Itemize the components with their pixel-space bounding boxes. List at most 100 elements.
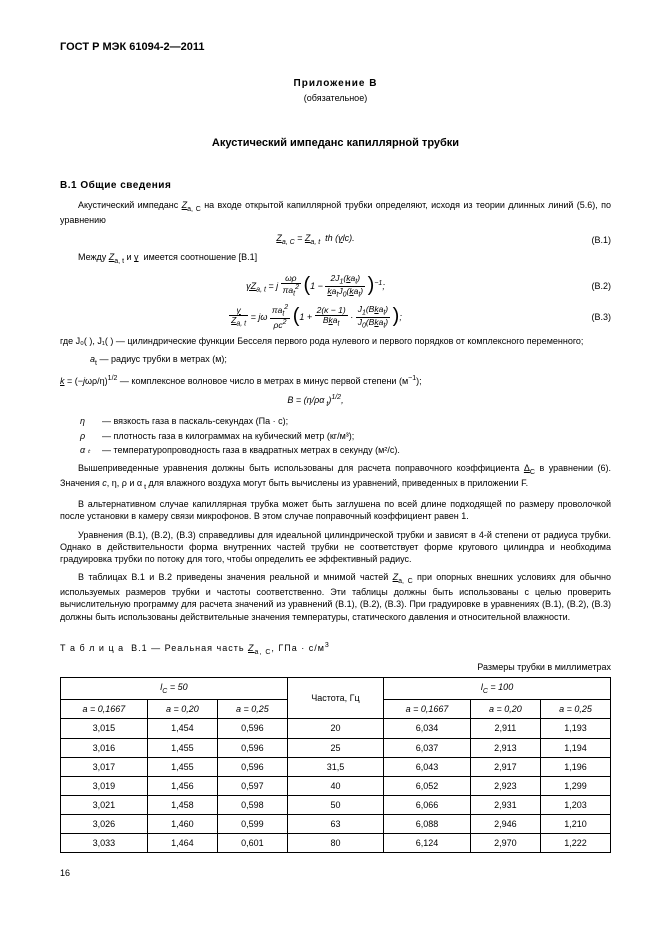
table-cell: 6,037 (384, 738, 471, 757)
table-cell: 25 (287, 738, 383, 757)
col-a2b: a = 0,20 (470, 700, 540, 719)
equation-B: B = (η/ρα t)1/2, (60, 393, 611, 409)
table-cell: 3,016 (61, 738, 148, 757)
para-6: В таблицах В.1 и В.2 приведены значения … (60, 571, 611, 623)
eq-num-b3: (B.3) (571, 311, 611, 323)
para-3: Вышеприведенные уравнения должны быть ис… (60, 462, 611, 492)
table-cell: 31,5 (287, 757, 383, 776)
table-cell: 2,917 (470, 757, 540, 776)
table-cell: 1,455 (147, 757, 217, 776)
table-cell: 3,026 (61, 815, 148, 834)
def-sym: ρ (80, 430, 102, 442)
para-5: Уравнения (В.1), (В.2), (В.3) справедлив… (60, 529, 611, 565)
table-cell: 1,456 (147, 776, 217, 795)
table-row: 3,0191,4560,597406,0522,9231,299 (61, 776, 611, 795)
table-cell: 1,299 (540, 776, 610, 795)
where-k: k = (−jωρ/η)1/2 — комплексное волновое ч… (60, 374, 611, 387)
table-cell: 6,066 (384, 795, 471, 814)
table-cell: 0,596 (217, 757, 287, 776)
col-a1: a = 0,1667 (61, 700, 148, 719)
def-alpha: α ₜ — температуропроводность газа в квад… (80, 444, 611, 456)
table-cell: 2,931 (470, 795, 540, 814)
table-cell: 2,911 (470, 719, 540, 738)
annex-name: Приложение В (60, 77, 611, 91)
def-sym: α ₜ (80, 444, 102, 456)
definitions-list: η — вязкость газа в паскаль-секундах (Па… (80, 415, 611, 455)
table-cell: 20 (287, 719, 383, 738)
table-cell: 6,043 (384, 757, 471, 776)
def-eta: η — вязкость газа в паскаль-секундах (Па… (80, 415, 611, 427)
table-cell: 1,203 (540, 795, 610, 814)
table-cell: 6,088 (384, 815, 471, 834)
table-cell: 6,052 (384, 776, 471, 795)
table-cell: 3,019 (61, 776, 148, 795)
equation-b3: γZa, t = jω πat2ρc2 (1 + 2(κ − 1)Bkat · … (60, 304, 611, 331)
table-cell: 1,210 (540, 815, 610, 834)
table-cell: 3,017 (61, 757, 148, 776)
table-row: 3,0261,4600,599636,0882,9461,210 (61, 815, 611, 834)
def-text: — температуропроводность газа в квадратн… (102, 444, 611, 456)
table-row: 3,0211,4580,598506,0662,9311,203 (61, 795, 611, 814)
table-cell: 0,599 (217, 815, 287, 834)
table-cell: 1,196 (540, 757, 610, 776)
table-row: 3,0161,4550,596256,0372,9131,194 (61, 738, 611, 757)
section-head: В.1 Общие сведения (60, 179, 611, 193)
def-text: — плотность газа в килограммах на кубиче… (102, 430, 611, 442)
eq-num-b2: (B.2) (571, 280, 611, 292)
table-row: 3,0151,4540,596206,0342,9111,193 (61, 719, 611, 738)
title: Акустический импеданс капиллярной трубки (60, 136, 611, 151)
col-freq: Частота, Гц (287, 678, 383, 719)
page-number: 16 (60, 867, 611, 879)
table-cell: 2,923 (470, 776, 540, 795)
para-intro: Акустический импеданс Za, C на входе отк… (60, 199, 611, 226)
col-a3: a = 0,25 (217, 700, 287, 719)
col-a2: a = 0,20 (147, 700, 217, 719)
table-cell: 40 (287, 776, 383, 795)
table-cell: 3,033 (61, 834, 148, 853)
def-rho: ρ — плотность газа в килограммах на куби… (80, 430, 611, 442)
table-cell: 1,455 (147, 738, 217, 757)
def-sym: η (80, 415, 102, 427)
table-cell: 1,458 (147, 795, 217, 814)
table-cell: 1,464 (147, 834, 217, 853)
table-cell: 50 (287, 795, 383, 814)
table-cell: 0,596 (217, 719, 287, 738)
where-intro: где J₀( ), J₁( ) — цилиндрические функци… (60, 335, 611, 347)
table-cell: 63 (287, 815, 383, 834)
equation-b1: Za, C = Za, t th (γlc). (B.1) (60, 232, 611, 247)
table-cell: 1,194 (540, 738, 610, 757)
table-cell: 1,222 (540, 834, 610, 853)
table-cell: 2,913 (470, 738, 540, 757)
table-cell: 3,021 (61, 795, 148, 814)
col-group-2: lC = 100 (384, 678, 611, 700)
table-cell: 2,946 (470, 815, 540, 834)
doc-id: ГОСТ Р МЭК 61094-2—2011 (60, 40, 611, 55)
annex-status: (обязательное) (60, 92, 611, 104)
data-table: lC = 50 Частота, Гц lC = 100 a = 0,1667 … (60, 677, 611, 853)
table-cell: 80 (287, 834, 383, 853)
table-cell: 6,034 (384, 719, 471, 738)
table-cell: 2,970 (470, 834, 540, 853)
table-cell: 1,460 (147, 815, 217, 834)
para-relation: Между Za, t и γ имеется соотношение [В.1… (60, 251, 611, 266)
col-group-1: lC = 50 (61, 678, 288, 700)
table-cell: 1,193 (540, 719, 610, 738)
table-row: 3,0331,4640,601806,1242,9701,222 (61, 834, 611, 853)
table-cell: 3,015 (61, 719, 148, 738)
table-row: 3,0171,4550,59631,56,0432,9171,196 (61, 757, 611, 776)
table-cell: 6,124 (384, 834, 471, 853)
table-cell: 0,596 (217, 738, 287, 757)
table-cell: 1,454 (147, 719, 217, 738)
col-a3b: a = 0,25 (540, 700, 610, 719)
col-a1b: a = 0,1667 (384, 700, 471, 719)
def-text: — вязкость газа в паскаль-секундах (Па ·… (102, 415, 611, 427)
para-4: В альтернативном случае капиллярная труб… (60, 498, 611, 522)
table-units: Размеры трубки в миллиметрах (60, 661, 611, 673)
table-caption: Т а б л и ц а В.1 — Реальная часть Za, C… (60, 641, 611, 657)
where-a: at — радиус трубки в метрах (м); (90, 353, 611, 368)
eq-num-b1: (B.1) (571, 234, 611, 246)
equation-b2: γZa, t = j ωρπat2 (1 − 2J1(kat) katJ0(ka… (60, 273, 611, 300)
table-cell: 0,597 (217, 776, 287, 795)
table-cell: 0,598 (217, 795, 287, 814)
table-cell: 0,601 (217, 834, 287, 853)
